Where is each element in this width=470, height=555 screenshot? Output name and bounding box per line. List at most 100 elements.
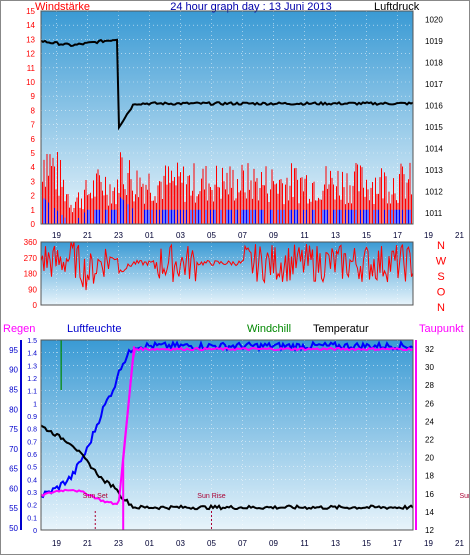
- axis-time-bottom: 192123010305070911131517192123: [52, 539, 464, 548]
- tick-windstaerke: 5: [31, 149, 36, 158]
- tick-rain: 0.6: [27, 452, 37, 459]
- label-luftfeuchte: Luftfeuchte: [67, 323, 121, 335]
- tick-time-top: 19: [424, 231, 433, 240]
- tick-rain: 0.8: [27, 427, 37, 434]
- tick-humidity: 65: [9, 465, 18, 474]
- panel-wind-pressure-frame: [40, 10, 414, 225]
- tick-humidity: 75: [9, 425, 18, 434]
- panel-humidity-temp-bg: [41, 340, 413, 530]
- axis-luftdruck-ticks: 1011 1012 1013 1014 1015 1016 1017 1018 1019 1020: [425, 16, 443, 219]
- tick-windstaerke: 11: [27, 64, 36, 73]
- axis-direction-ticks: 0 90 180 270 360: [24, 238, 38, 310]
- tick-time-top: 03: [176, 231, 185, 240]
- tick-humidity: 95: [9, 346, 18, 355]
- tick-time-bottom: 21: [83, 539, 92, 548]
- label-regen: Regen: [3, 323, 35, 335]
- tick-temperature: 26: [425, 399, 434, 408]
- tick-time-top: 05: [207, 231, 216, 240]
- tick-time-top: 07: [238, 231, 247, 240]
- temperature-line: [40, 424, 414, 511]
- tick-windstaerke: 4: [31, 163, 36, 172]
- tick-luftdruck: 1016: [425, 102, 443, 111]
- tick-time-top: 11: [300, 231, 309, 240]
- tick-rain: 0.9: [27, 414, 37, 421]
- tick-time-top: 01: [145, 231, 154, 240]
- tick-humidity: 85: [9, 385, 18, 394]
- tick-temperature: 18: [425, 472, 434, 481]
- tick-temperature: 12: [425, 526, 434, 535]
- tick-time-top: 17: [393, 231, 402, 240]
- tick-time-bottom: 11: [300, 539, 309, 548]
- dewpoint-line-layer: [40, 346, 414, 506]
- tick-windstaerke: 14: [26, 21, 35, 30]
- tick-time-bottom: 09: [269, 539, 278, 548]
- tick-time-bottom: 01: [145, 539, 154, 548]
- tick-time-top: 15: [362, 231, 371, 240]
- sun-annotation-label: Sun Set: [459, 493, 469, 500]
- tick-windstaerke: 12: [26, 50, 35, 59]
- tick-time-bottom: 21: [455, 539, 464, 548]
- windchill-line-layer: [60, 340, 62, 390]
- tick-luftdruck: 1012: [425, 188, 443, 197]
- tick-rain: 1.1: [27, 389, 37, 396]
- tick-temperature: 16: [425, 490, 434, 499]
- wind-speed-bars: [40, 195, 411, 224]
- humidity-line: [40, 340, 414, 499]
- sun-annotations: Sun Set Sun Rise Sun Set: [83, 493, 469, 530]
- tick-time-top: 21: [83, 231, 92, 240]
- tick-windstaerke: 15: [26, 7, 35, 16]
- tick-temperature: 22: [425, 436, 434, 445]
- tick-temperature: 32: [425, 345, 434, 354]
- tick-luftdruck: 1014: [425, 145, 443, 154]
- tick-windstaerke: 8: [31, 106, 36, 115]
- tick-luftdruck: 1017: [425, 80, 443, 89]
- rain-line: [122, 346, 135, 530]
- tick-rain: 0.1: [27, 515, 37, 522]
- label-windchill: Windchill: [247, 323, 291, 335]
- tick-temperature: 24: [425, 417, 434, 426]
- tick-windstaerke: 13: [26, 35, 35, 44]
- axis-temperature-ticks: 12 14 16 18 20 22 24 26 28 30 32: [415, 340, 434, 535]
- tick-humidity: 50: [9, 524, 18, 533]
- tick-windstaerke: 2: [31, 192, 36, 201]
- compass-label: N: [437, 302, 445, 314]
- compass-label: N: [437, 240, 445, 252]
- compass-label: O: [437, 287, 446, 299]
- humidity-line-layer: [40, 340, 414, 499]
- panel-humidity-temp-frame: [40, 339, 414, 531]
- tick-time-bottom: 15: [362, 539, 371, 548]
- tick-humidity: 70: [9, 445, 18, 454]
- tick-rain: 0.7: [27, 439, 37, 446]
- sun-annotation-label: Sun Rise: [197, 493, 226, 500]
- right-label-luftdruck: Luftdruck: [374, 1, 420, 13]
- tick-rain: 0.3: [27, 490, 37, 497]
- tick-time-top: 13: [331, 231, 340, 240]
- left-label-windstaerke: Windstärke: [35, 1, 90, 13]
- label-taupunkt: Taupunkt: [419, 323, 464, 335]
- tick-rain: 1.3: [27, 363, 37, 370]
- tick-time-bottom: 17: [393, 539, 402, 548]
- tick-direction: 360: [24, 238, 38, 247]
- tick-windstaerke: 6: [31, 135, 36, 144]
- tick-luftdruck: 1020: [425, 16, 443, 25]
- grid-wind-direction: [41, 242, 460, 305]
- tick-temperature: 30: [425, 363, 434, 372]
- tick-time-bottom: 07: [238, 539, 247, 548]
- tick-luftdruck: 1018: [425, 59, 443, 68]
- tick-rain: 1.2: [27, 376, 37, 383]
- tick-windstaerke: 0: [31, 220, 36, 229]
- tick-rain: 1.4: [27, 351, 37, 358]
- tick-time-bottom: 19: [52, 539, 61, 548]
- label-temperatur: Temperatur: [313, 323, 369, 335]
- tick-time-bottom: 23: [114, 539, 123, 548]
- pressure-line: [40, 38, 414, 131]
- tick-windstaerke: 7: [31, 121, 36, 130]
- tick-time-bottom: 03: [176, 539, 185, 548]
- tick-time-top: 23: [114, 231, 123, 240]
- tick-luftdruck: 1011: [425, 209, 443, 218]
- tick-windstaerke: 10: [26, 78, 35, 87]
